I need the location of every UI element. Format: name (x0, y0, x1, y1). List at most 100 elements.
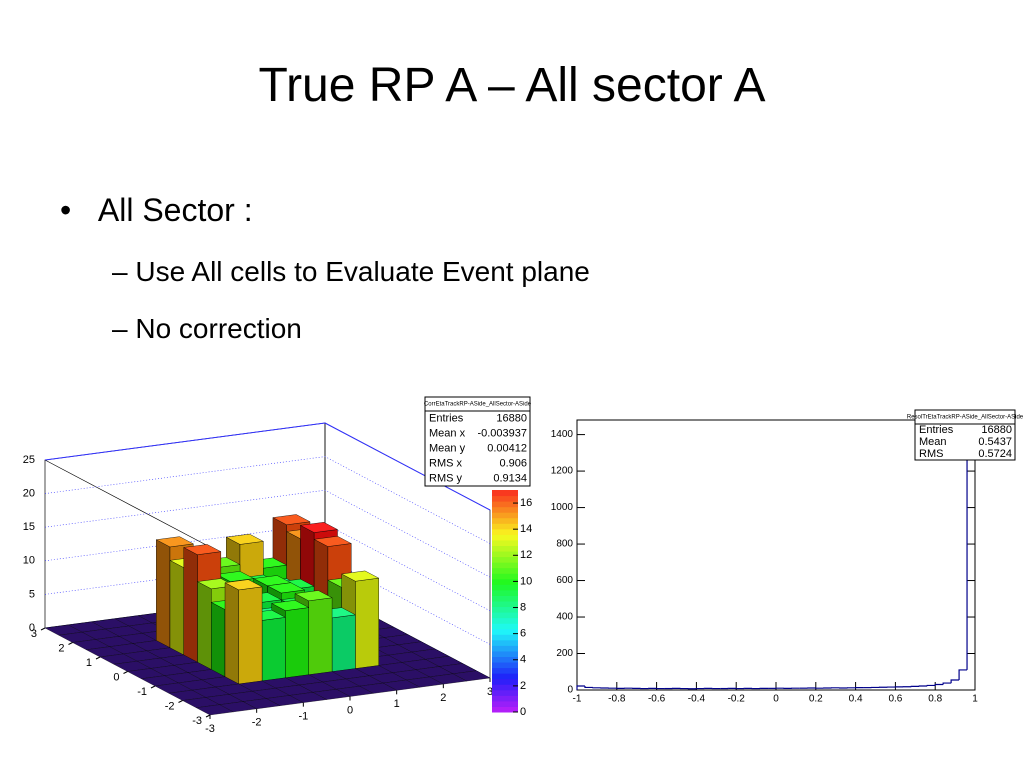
bar-top (341, 570, 380, 582)
palette-cell (492, 612, 518, 619)
palette-cell (492, 662, 518, 669)
lego-bar (195, 704, 234, 716)
palette-cell (492, 634, 518, 641)
stats-value: -0.003937 (477, 427, 527, 439)
x-tick-label: -0.4 (688, 694, 706, 705)
stats-title: ResolTrEtaTrackRP-ASide_AllSector-ASide (907, 415, 1024, 421)
y-tick (68, 642, 73, 645)
bar-top (225, 533, 264, 545)
y-tick-label: -2 (165, 700, 175, 712)
sub-bullet: – No correction (112, 313, 302, 344)
bar-side (197, 581, 212, 670)
palette-cell (492, 656, 518, 663)
bullet-text: All Sector : (97, 192, 253, 228)
stats-value: 16880 (496, 412, 527, 424)
stats-value: 0.5437 (978, 436, 1012, 448)
palette-cell (492, 667, 518, 674)
palette-cell (492, 639, 518, 646)
palette-cell (492, 695, 518, 702)
bar-side (156, 539, 171, 649)
x-tick-label: -0.8 (608, 694, 626, 705)
x-tick-label: 1 (394, 698, 400, 710)
bar-top (216, 571, 255, 582)
z-tick-label: 10 (23, 555, 35, 567)
grid-line (44, 489, 491, 578)
hist-bin (934, 683, 944, 686)
bar-side (224, 582, 239, 685)
palette-cell (492, 512, 518, 519)
x-tick-label: 2 (440, 692, 446, 704)
x-tick-label: 0 (347, 704, 353, 716)
palette-cell (492, 578, 518, 585)
y-tick (123, 671, 128, 674)
z-tick-label: 5 (29, 588, 35, 600)
hist-bin (942, 682, 952, 685)
hist-bin (958, 669, 968, 680)
x-tick-label: -0.2 (728, 694, 746, 705)
palette-cell (492, 700, 518, 707)
stats-label: RMS (919, 448, 943, 460)
bar-side (211, 601, 226, 678)
y-tick-label: -3 (192, 715, 202, 727)
bar-side (169, 560, 184, 656)
bar-front (308, 597, 333, 675)
palette-cell (492, 523, 518, 530)
stats-box (914, 409, 1016, 461)
z-tick-label: 25 (23, 454, 35, 466)
palette-cell (492, 645, 518, 652)
y-tick-label: 1400 (551, 429, 574, 440)
x-tick-label: 0.4 (849, 694, 863, 705)
stats-value: 0.00412 (487, 442, 527, 454)
palette-label: 16 (520, 497, 532, 509)
bar-top (183, 544, 222, 555)
bar-side (183, 547, 198, 663)
palette-cell (492, 628, 518, 635)
y-tick-label: 600 (556, 575, 573, 586)
x-tick-label: -2 (252, 717, 262, 729)
palette-cell (492, 501, 518, 508)
palette-cell (492, 562, 518, 569)
palette-cell (492, 517, 518, 524)
bar-front (238, 586, 263, 685)
lego-bar (224, 579, 263, 685)
stats-title: CorrEtaTrackRP-ASide_AllSector-ASide (424, 402, 532, 408)
palette-cell (492, 678, 518, 685)
x-tick-label: 1 (972, 694, 978, 705)
stats-value: 16880 (981, 424, 1012, 436)
bar-top (224, 579, 263, 591)
palette-cell (492, 573, 518, 580)
z-tick-label: 0 (29, 622, 35, 634)
bar-top (266, 582, 306, 594)
palette-cell (492, 556, 518, 563)
front-edge (44, 459, 211, 548)
palette-label: 8 (520, 601, 526, 613)
x-tick-label: 3 (487, 686, 493, 698)
palette-cell (492, 589, 518, 596)
stats-label: RMS y (429, 472, 463, 484)
y-tick-label: 1000 (551, 502, 574, 513)
stats-label: RMS x (429, 457, 463, 469)
y-tick (150, 685, 156, 689)
sub-bullet: – Use All cells to Evaluate Event plane (112, 256, 590, 287)
palette-cell (492, 528, 518, 535)
palette-label: 4 (520, 654, 526, 666)
palette-label: 6 (520, 628, 526, 640)
y-tick (178, 700, 183, 703)
grid-line (44, 456, 491, 544)
palette-cell (492, 490, 518, 497)
palette-cell (492, 534, 518, 541)
y-tick-label: 2 (58, 642, 64, 654)
x-tick-label: 0.2 (809, 694, 823, 705)
palette-label: 12 (520, 549, 532, 561)
y-tick-label: 1 (86, 657, 92, 669)
x-tick-label: -1 (573, 694, 582, 705)
palette-cell (492, 606, 518, 613)
palette-cell (492, 545, 518, 552)
bar-front (355, 577, 379, 669)
x-tick-label: 0.6 (888, 694, 902, 705)
palette-cell (492, 623, 518, 630)
bullet: • All Sector : (60, 192, 253, 228)
stats-label: Mean y (429, 442, 466, 454)
stats-box (424, 396, 531, 487)
